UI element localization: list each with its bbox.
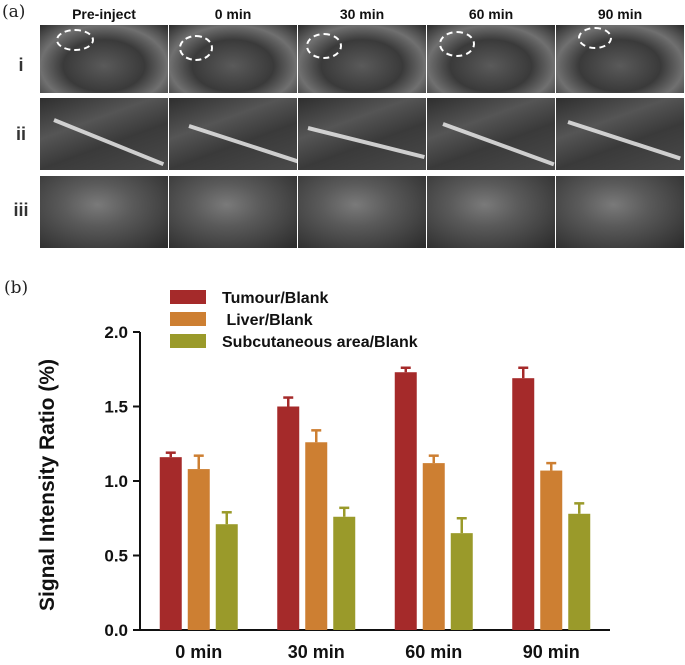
ultrasound-image-iii-pre-inject xyxy=(40,176,168,248)
y-tick-label: 0.5 xyxy=(104,547,128,566)
bar xyxy=(422,463,445,630)
y-tick-label: 0.0 xyxy=(104,621,128,640)
ultrasound-image-iii-30-min xyxy=(298,176,426,248)
panel-a-label: (a) xyxy=(2,2,26,22)
panel-b-label: (b) xyxy=(4,278,29,298)
tumour-region-marker xyxy=(56,29,94,51)
tumour-region-marker xyxy=(179,35,213,61)
ultrasound-image-ii-60-min xyxy=(427,98,555,170)
row-label-iii: iii xyxy=(13,200,29,220)
y-tick-label: 1.0 xyxy=(104,472,128,491)
legend-label: Tumour/Blank xyxy=(222,290,328,307)
bar xyxy=(159,457,182,630)
legend-swatch xyxy=(170,312,206,326)
ultrasound-image-iii-90-min xyxy=(556,176,684,248)
column-label-90-min: 90 min xyxy=(597,6,643,22)
tumour-region-marker xyxy=(578,27,612,49)
chart-axes: 0.0 0.5 1.0 1.5 2.0 0 min 30 min 60 min 90 min xyxy=(104,323,610,662)
ultrasound-image-i-30-min xyxy=(298,25,426,93)
legend-label: Liver/Blank xyxy=(222,312,313,329)
ultrasound-image-ii-90-min xyxy=(556,98,684,170)
tumour-region-marker xyxy=(306,33,342,59)
column-label-pre-inject: Pre-inject xyxy=(72,6,136,22)
legend-swatch xyxy=(170,290,206,304)
bar xyxy=(187,469,210,630)
row-label-i: i xyxy=(18,55,24,75)
tumour-region-marker xyxy=(439,31,475,57)
legend-label: Subcutaneous area/Blank xyxy=(222,334,418,351)
bar xyxy=(540,470,563,630)
bar xyxy=(394,372,417,630)
ultrasound-image-ii-pre-inject xyxy=(40,98,168,170)
row-label-ii: ii xyxy=(15,124,26,144)
legend-swatch xyxy=(170,334,206,348)
ultrasound-image-iii-0-min xyxy=(169,176,297,248)
y-axis-label: Signal Intensity Ratio (%) xyxy=(36,359,59,611)
x-tick-label: 30 min xyxy=(288,642,345,662)
ultrasound-image-iii-60-min xyxy=(427,176,555,248)
ultrasound-image-ii-30-min xyxy=(298,98,426,170)
y-tick-label: 1.5 xyxy=(104,398,128,417)
x-tick-label: 0 min xyxy=(175,642,222,662)
ultrasound-image-i-90-min xyxy=(556,25,684,93)
column-label-0-min: 0 min xyxy=(214,6,252,22)
ultrasound-image-i-60-min xyxy=(427,25,555,93)
bar xyxy=(305,442,328,630)
chart-legend: Tumour/Blank Liver/Blank Subcutaneous are… xyxy=(170,290,418,351)
bar xyxy=(333,516,356,630)
y-tick-label: 2.0 xyxy=(104,323,128,342)
ultrasound-image-ii-0-min xyxy=(169,98,297,170)
x-tick-label: 90 min xyxy=(523,642,580,662)
ultrasound-image-i-pre-inject xyxy=(40,25,168,93)
bar xyxy=(277,406,300,630)
x-tick-label: 60 min xyxy=(405,642,462,662)
chart-bars xyxy=(159,366,591,630)
ultrasound-image-i-0-min xyxy=(169,25,297,93)
column-label-30-min: 30 min xyxy=(339,6,385,22)
bar xyxy=(512,378,535,630)
bar xyxy=(450,533,473,630)
bar xyxy=(215,524,238,630)
column-label-60-min: 60 min xyxy=(468,6,514,22)
bar xyxy=(568,513,591,630)
